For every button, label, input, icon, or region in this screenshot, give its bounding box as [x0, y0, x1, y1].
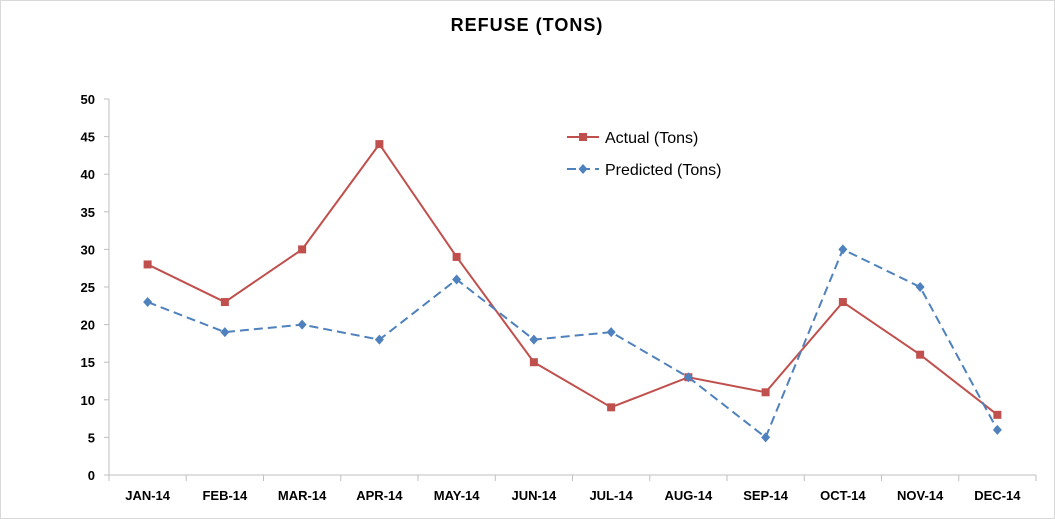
data-point — [374, 334, 384, 345]
data-point — [993, 410, 1002, 419]
x-tick-label: SEP-14 — [743, 488, 789, 503]
data-point — [143, 297, 153, 308]
data-point — [607, 403, 616, 412]
x-tick-label: JUN-14 — [511, 488, 557, 503]
series-layer — [143, 140, 1002, 443]
y-tick-label: 20 — [81, 318, 95, 333]
y-tick-label: 15 — [81, 355, 95, 370]
data-point — [838, 244, 848, 255]
x-tick-label: JUL-14 — [589, 488, 633, 503]
data-point — [220, 327, 230, 338]
data-point — [915, 282, 925, 292]
x-tick-label: AUG-14 — [665, 488, 713, 503]
legend-marker — [578, 164, 588, 174]
data-point — [992, 424, 1002, 435]
data-point — [683, 372, 693, 383]
y-tick-label: 40 — [81, 167, 95, 182]
y-tick-label: 5 — [88, 430, 95, 445]
x-tick-label: OCT-14 — [820, 488, 866, 503]
data-point — [452, 274, 462, 285]
data-point — [529, 358, 538, 367]
chart-title: REFUSE (TONS) — [451, 15, 604, 35]
legend-item: Predicted (Tons) — [567, 162, 722, 179]
axes — [104, 98, 1037, 481]
legend-label: Predicted (Tons) — [605, 162, 722, 179]
y-tick-label: 10 — [81, 393, 95, 408]
x-tick-label: MAR-14 — [278, 488, 327, 503]
legend-item: Actual (Tons) — [567, 130, 698, 147]
y-tick-label: 25 — [81, 280, 95, 295]
legend-marker — [579, 133, 587, 141]
data-point — [298, 245, 307, 254]
data-point — [375, 140, 384, 149]
y-axis-tick-labels: 0 5 10 15 20 25 30 35 40 45 50 — [81, 92, 95, 483]
data-point — [916, 350, 925, 359]
data-point — [838, 298, 847, 307]
y-tick-label: 0 — [88, 468, 95, 483]
x-tick-label: FEB-14 — [202, 488, 248, 503]
x-axis-tick-labels: JAN-14 FEB-14 MAR-14 APR-14 MAY-14 JUN-14 JUL-… — [125, 488, 1021, 503]
x-tick-label: NOV-14 — [897, 488, 944, 503]
x-tick-label: MAY-14 — [434, 488, 481, 503]
x-tick-label: APR-14 — [356, 488, 403, 503]
y-tick-label: 30 — [81, 242, 95, 257]
legend: Actual (Tons) Predicted (Tons) — [567, 130, 722, 179]
x-tick-label: JAN-14 — [125, 488, 171, 503]
series-predicted — [143, 244, 1002, 443]
data-point — [452, 252, 461, 261]
data-point — [761, 432, 771, 443]
series-actual — [143, 140, 1002, 419]
data-point — [761, 388, 770, 397]
data-point — [529, 334, 539, 345]
data-point — [220, 298, 229, 307]
y-tick-label: 35 — [81, 205, 95, 220]
series-line — [147, 248, 999, 439]
data-point — [297, 319, 307, 330]
legend-label: Actual (Tons) — [605, 130, 698, 147]
data-point — [606, 327, 616, 338]
y-tick-label: 45 — [81, 130, 95, 145]
x-tick-label: DEC-14 — [974, 488, 1021, 503]
data-point — [143, 260, 152, 269]
y-tick-label: 50 — [81, 92, 95, 107]
series-line — [147, 142, 998, 416]
